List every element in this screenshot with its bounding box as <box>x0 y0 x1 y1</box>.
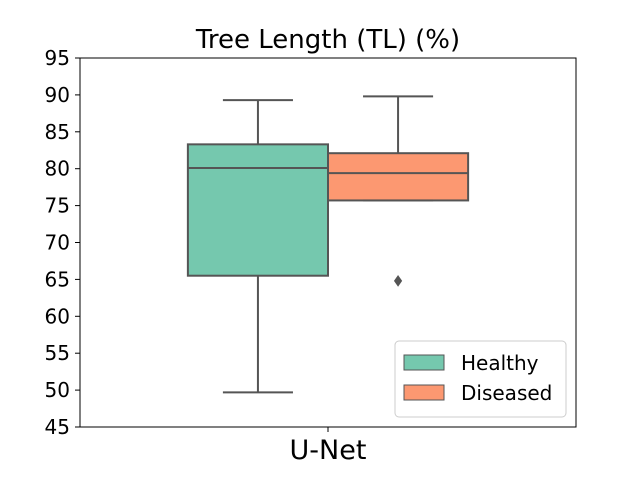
box-healthy <box>186 99 329 394</box>
legend-label: Healthy <box>461 351 539 375</box>
plot-content <box>186 95 470 394</box>
y-tick-label: 80 <box>45 157 70 181</box>
y-tick-label: 85 <box>45 120 70 144</box>
x-axis: U-Net <box>290 427 367 466</box>
iqr-box <box>327 152 470 202</box>
x-tick-label: U-Net <box>290 435 367 466</box>
y-tick-label: 50 <box>45 378 70 402</box>
y-tick-label: 45 <box>45 415 70 439</box>
legend-swatch <box>403 354 445 371</box>
iqr-box <box>186 143 329 277</box>
outlier-point <box>393 275 403 287</box>
y-tick-label: 75 <box>45 194 70 218</box>
plot-frame <box>79 57 577 428</box>
legend-swatch <box>403 384 445 401</box>
y-tick-label: 65 <box>45 267 70 291</box>
chart-title: Tree Length (TL) (%) <box>195 25 460 55</box>
legend-label: Diseased <box>461 381 552 405</box>
y-tick-label: 60 <box>45 304 70 328</box>
y-axis: 45 50 55 60 65 70 75 80 85 90 95 <box>45 46 80 439</box>
y-tick-label: 70 <box>45 231 70 255</box>
y-tick-label: 55 <box>45 341 70 365</box>
box-diseased <box>327 95 470 287</box>
legend: Healthy Diseased <box>394 340 567 418</box>
y-tick-label: 90 <box>45 83 70 107</box>
y-tick-label: 95 <box>45 46 70 70</box>
